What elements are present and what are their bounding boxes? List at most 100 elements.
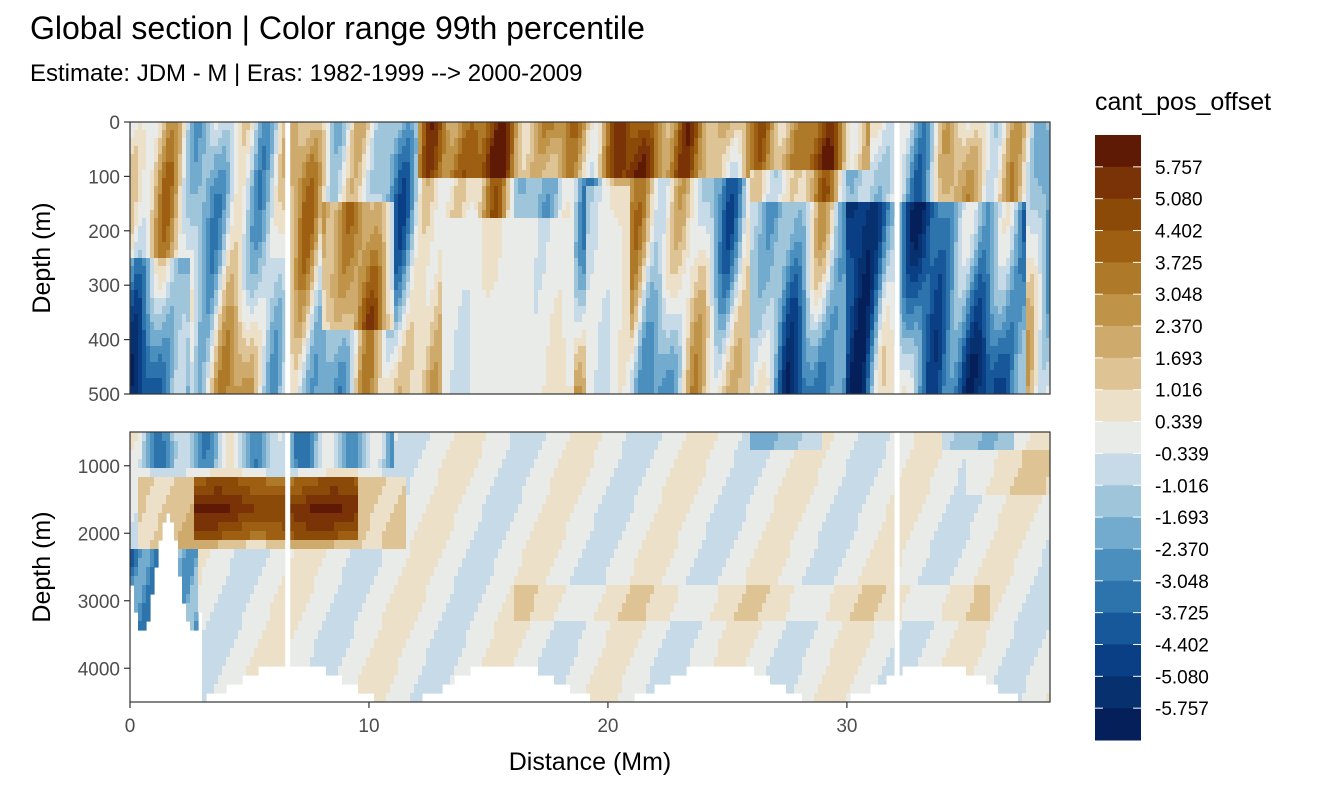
heatmap-cell [414, 202, 419, 211]
heatmap-cell [322, 362, 327, 371]
heatmap-cell [702, 306, 707, 315]
heatmap-cell [358, 202, 363, 211]
heatmap-cell [270, 218, 275, 227]
heatmap-cell [218, 226, 223, 235]
heatmap-cell [158, 338, 163, 347]
heatmap-cell [438, 138, 443, 147]
heatmap-cell [586, 146, 591, 155]
heatmap-cell [338, 226, 343, 235]
heatmap-cell [462, 370, 467, 379]
heatmap-cell [362, 226, 367, 235]
heatmap-cell [638, 146, 643, 155]
heatmap-cell [446, 234, 451, 243]
heatmap-cell [466, 226, 471, 235]
heatmap-cell [198, 170, 203, 179]
heatmap-cell [270, 178, 275, 187]
heatmap-cell [342, 330, 347, 339]
heatmap-cell [206, 218, 211, 227]
heatmap-cell [210, 138, 215, 147]
heatmap-cell [374, 274, 379, 283]
heatmap-cell [710, 266, 715, 275]
heatmap-cell [362, 210, 367, 219]
heatmap-cell [302, 298, 307, 307]
heatmap-cell [610, 266, 615, 275]
heatmap-cell [182, 298, 187, 307]
heatmap-cell [274, 218, 279, 227]
heatmap-cell [630, 138, 635, 147]
heatmap-cell [462, 146, 467, 155]
heatmap-cell [318, 130, 323, 139]
heatmap-cell [430, 322, 435, 331]
heatmap-cell [466, 242, 471, 251]
heatmap-cell [194, 282, 199, 291]
heatmap-cell [494, 138, 499, 147]
heatmap-cell [550, 258, 555, 267]
heatmap-cell [654, 314, 659, 323]
heatmap-cell [658, 314, 663, 323]
heatmap-cell [406, 314, 411, 323]
heatmap-cell [218, 346, 223, 355]
heatmap-cell [458, 218, 463, 227]
heatmap-cell [694, 346, 699, 355]
heatmap-cell [210, 154, 215, 163]
heatmap-cell [146, 226, 151, 235]
heatmap-cell [678, 154, 683, 163]
heatmap-cell [502, 258, 507, 267]
heatmap-cell [678, 338, 683, 347]
heatmap-cell [250, 282, 255, 291]
heatmap-cell [678, 258, 683, 267]
heatmap-cell [694, 242, 699, 251]
heatmap-cell [698, 386, 703, 394]
heatmap-cell [634, 146, 639, 155]
heatmap-cell [310, 290, 315, 299]
heatmap-cell [278, 130, 283, 139]
heatmap-cell [418, 242, 423, 251]
heatmap-cell [338, 130, 343, 139]
heatmap-cell [490, 250, 495, 259]
heatmap-cell [278, 266, 283, 275]
heatmap-cell [478, 386, 483, 394]
heatmap-cell [478, 378, 483, 387]
heatmap-cell [494, 322, 499, 331]
heatmap-cell [402, 210, 407, 219]
heatmap-cell [366, 122, 371, 131]
heatmap-cell [234, 250, 239, 259]
heatmap-cell [570, 386, 575, 394]
heatmap-cell [174, 338, 179, 347]
heatmap-cell [290, 218, 295, 227]
heatmap-cell [182, 378, 187, 387]
heatmap-cell [714, 314, 719, 323]
heatmap-cell [250, 314, 255, 323]
heatmap-cell [294, 338, 299, 347]
heatmap-cell [698, 314, 703, 323]
heatmap-cell [590, 210, 595, 219]
heatmap-cell [358, 258, 363, 267]
heatmap-cell [442, 338, 447, 347]
heatmap-cell [462, 186, 467, 195]
heatmap-cell [274, 186, 279, 195]
heatmap-cell [662, 282, 667, 291]
heatmap-cell [242, 234, 247, 243]
heatmap-cell [314, 186, 319, 195]
heatmap-cell [550, 330, 555, 339]
heatmap-cell [646, 130, 651, 139]
heatmap-cell [254, 370, 259, 379]
heatmap-cell [506, 146, 511, 155]
heatmap-cell [614, 178, 619, 187]
heatmap-cell [302, 370, 307, 379]
heatmap-cell [490, 378, 495, 387]
heatmap-cell [514, 170, 519, 179]
heatmap-cell [682, 338, 687, 347]
heatmap-cell [234, 258, 239, 267]
heatmap-cell [390, 282, 395, 291]
heatmap-cell [178, 322, 183, 331]
heatmap-cell [594, 258, 599, 267]
heatmap-cell [250, 306, 255, 315]
heatmap-cell [326, 266, 331, 275]
heatmap-cell [394, 306, 399, 315]
heatmap-cell [706, 306, 711, 315]
heatmap-cell [558, 346, 563, 355]
heatmap-cell [282, 386, 287, 394]
heatmap-cell [542, 130, 547, 139]
heatmap-cell [374, 210, 379, 219]
